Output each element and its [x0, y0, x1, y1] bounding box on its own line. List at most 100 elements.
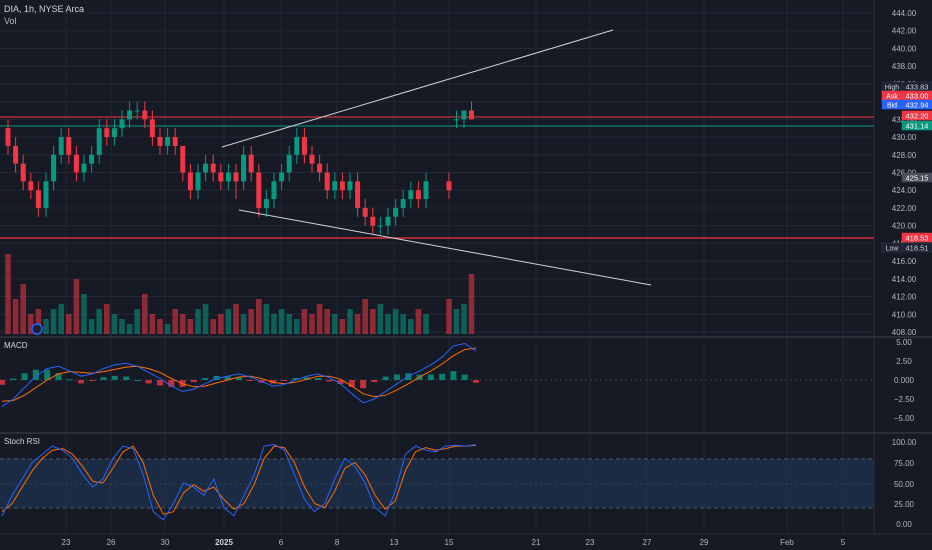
volume-bar — [5, 254, 11, 334]
macd-histogram-bar — [44, 369, 51, 380]
time-tick: 26 — [107, 538, 116, 547]
time-tick: 21 — [532, 538, 541, 547]
candle-body — [180, 145, 186, 173]
candle-body — [339, 181, 345, 191]
price-tag: High 433.83 — [881, 81, 932, 92]
candle-body — [309, 154, 315, 164]
time-tick: 15 — [445, 538, 454, 547]
price-tag-box — [901, 99, 932, 110]
macd-histogram-bar — [315, 377, 321, 380]
price-tag-label: Low — [886, 246, 900, 253]
volume-bar — [385, 314, 391, 334]
macd-label: MACD — [4, 341, 28, 350]
volume-bar — [218, 314, 224, 334]
macd-histogram-bar — [168, 380, 175, 387]
candle-body — [415, 190, 421, 200]
candle-body — [195, 172, 201, 191]
volume-bar — [88, 319, 95, 334]
volume-bar — [134, 309, 140, 334]
price-tag-box — [901, 120, 932, 131]
macd-histogram-bar — [89, 380, 96, 381]
volume-bars — [5, 254, 475, 334]
volume-bar — [347, 309, 353, 334]
candle-body — [263, 199, 269, 208]
macd-histogram-bar — [371, 380, 378, 383]
macd-axis-tick: 0.000 — [894, 376, 915, 385]
macd-histogram-bar — [236, 377, 242, 380]
candle-body — [256, 172, 262, 208]
macd-histogram-bar — [326, 380, 333, 382]
volume-bar — [294, 319, 300, 334]
macd-histogram-bar — [348, 380, 355, 387]
price-tick: 420.00 — [892, 222, 917, 231]
volume-bar — [271, 314, 277, 334]
candle-body — [43, 181, 49, 208]
volume-bar — [301, 309, 308, 334]
candle-body — [393, 207, 399, 217]
macd-histogram-bar — [190, 380, 197, 383]
stoch-axis-tick: 100.00 — [892, 438, 917, 447]
candle-body — [58, 137, 64, 155]
candle-body — [423, 181, 429, 200]
candle-body — [218, 172, 224, 182]
volume-bar — [263, 304, 270, 334]
candle-body — [28, 181, 34, 191]
price-tag: Ask 433.00 — [881, 90, 932, 101]
candle-body — [362, 207, 368, 217]
volume-bar — [202, 304, 209, 334]
candle-body — [225, 172, 231, 182]
candle-body — [66, 137, 72, 155]
volume-bar — [362, 299, 368, 334]
stoch-k-line — [1, 443, 477, 521]
candle-body — [355, 181, 361, 208]
candle-body — [233, 172, 239, 182]
macd-histogram-bar — [303, 377, 310, 380]
candle-body — [127, 110, 133, 120]
volume-bar — [50, 309, 57, 334]
price-tag-box — [901, 110, 932, 121]
price-tag-value: 432.20 — [906, 112, 929, 121]
macd-histogram-bar — [0, 380, 5, 385]
time-tick: 13 — [390, 538, 399, 547]
price-tick: 430.00 — [892, 133, 917, 142]
macd-histogram-bar — [145, 380, 152, 384]
volume-bar — [446, 299, 452, 334]
volume-bar — [126, 324, 133, 334]
volume-bar — [233, 304, 239, 334]
macd-line — [1, 342, 477, 408]
candle-body — [317, 163, 323, 173]
volume-bar — [423, 314, 429, 334]
price-tag-value: 433.00 — [906, 92, 929, 101]
volume-bar — [111, 314, 118, 334]
macd-histogram-bar — [100, 377, 107, 380]
candle-body — [461, 110, 467, 120]
symbol-label: DIA, 1h, NYSE Arca — [4, 4, 84, 14]
volume-bar — [164, 324, 171, 334]
volume-bar — [58, 304, 64, 334]
volume-bar — [324, 309, 330, 334]
volume-bar — [96, 309, 102, 334]
time-tick: 8 — [335, 538, 340, 547]
candle-body — [286, 154, 292, 173]
time-tick: 30 — [161, 538, 170, 547]
volume-bar — [415, 309, 422, 334]
candles — [5, 101, 474, 235]
candle-body — [332, 181, 338, 191]
price-tag-value: 431.14 — [906, 122, 929, 131]
volume-bar — [20, 284, 26, 334]
macd-axis-tick: 2.50 — [896, 357, 912, 366]
stoch-panel — [1, 443, 477, 521]
macd-histogram-bar — [213, 375, 220, 380]
price-tag-value: 433.83 — [906, 83, 929, 92]
price-tag-label: High — [885, 85, 900, 92]
price-tick: 416.00 — [892, 257, 917, 266]
macd-histogram-bar — [78, 380, 84, 384]
stoch-axis-tick: 0.00 — [896, 520, 912, 529]
candle-body — [241, 154, 247, 182]
candle-body — [271, 181, 277, 200]
candle-body — [81, 163, 87, 173]
time-tick: 6 — [279, 538, 284, 547]
candle-body — [51, 154, 57, 182]
time-tick: 5 — [841, 538, 846, 547]
